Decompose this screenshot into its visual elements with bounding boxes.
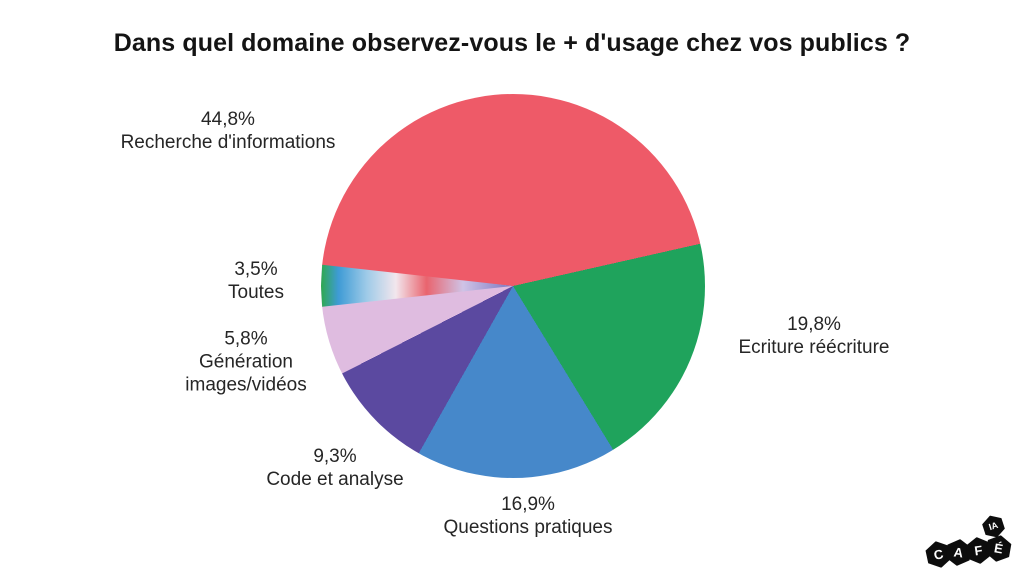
slice-name-label: Toutes <box>228 282 284 303</box>
slice-label-code-et-analyse: 9,3% Code et analyse <box>266 445 403 491</box>
slice-label-ecriture-reecriture: 19,8% Ecriture réécriture <box>739 313 890 359</box>
slice-name-label: images/vidéos <box>185 374 307 396</box>
slice-name-label: Génération <box>198 351 294 373</box>
slice-label-recherche-informations: 44,8% Recherche d'informations <box>121 108 336 154</box>
logo-ia-badge: IA <box>979 512 1008 541</box>
slice-label-toutes: 3,5% Toutes <box>228 258 284 304</box>
slice-name-label: Code et analyse <box>266 469 404 490</box>
slice-pct-label: 3,5% <box>234 259 278 280</box>
logo-letter-hexagon: É <box>983 533 1014 564</box>
slice-name-label: Recherche d'informations <box>120 132 336 153</box>
slice-name-label: Questions pratiques <box>443 517 613 538</box>
cafe-ia-logo: C A F É IA <box>922 512 1018 572</box>
slice-label-questions-pratiques: 16,9% Questions pratiques <box>444 493 613 539</box>
chart-title: Dans quel domaine observez-vous le + d'u… <box>113 29 911 57</box>
slice-name-label: Ecriture réécriture <box>738 337 890 358</box>
pie-chart <box>321 94 705 478</box>
slice-pct-label: 5,8% <box>224 328 268 350</box>
pie-slice-toutes-gradient <box>321 264 513 307</box>
slice-pct-label: 44,8% <box>201 109 255 130</box>
slice-pct-label: 16,9% <box>501 494 555 515</box>
slice-label-generation-images-videos: 5,8% Génération images/vidéos <box>185 328 306 397</box>
slice-pct-label: 9,3% <box>313 446 357 467</box>
slice-pct-label: 19,8% <box>787 314 841 335</box>
